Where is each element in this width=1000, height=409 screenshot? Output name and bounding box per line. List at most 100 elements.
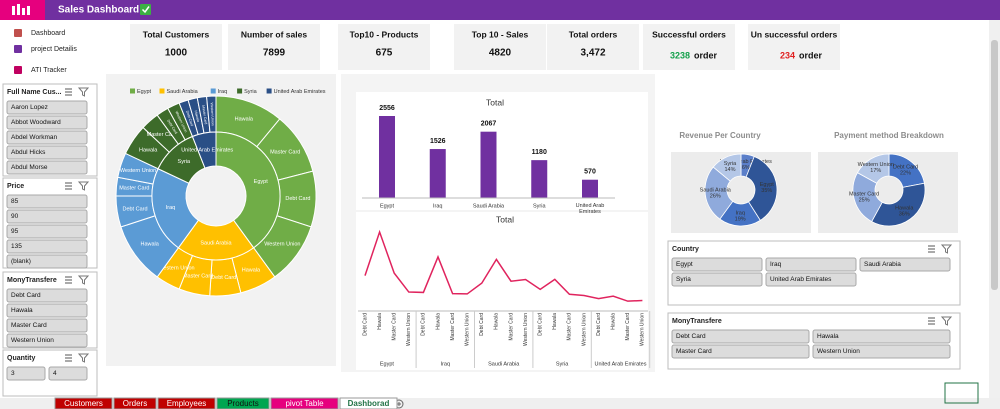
sheet-tab[interactable] [270,397,339,409]
sheet-tab-label[interactable]: Customers [64,399,103,408]
legend-label: Egypt [137,89,152,95]
clear-filter-icon[interactable] [77,87,90,97]
x-tick-label: Western Union [640,313,646,346]
clear-filter-icon[interactable] [77,181,90,191]
x-group-label: Iraq [441,361,450,367]
slicer-item-label[interactable]: Debt Card [676,333,706,340]
slicer-item[interactable] [6,288,88,303]
x-tick-label: Debt Card [596,313,602,336]
segment-label: Master Card [270,150,300,156]
sunburst-inner-segment [215,131,281,249]
slicer-item-label[interactable]: Abdel Workman [11,134,58,141]
slicer-title: MonyTransfere [7,277,57,284]
x-tick-label: Hawala [494,313,500,330]
sheet-tab-label[interactable]: Products [227,399,259,408]
slicer-item-label[interactable]: Abdul Morse [11,164,48,171]
slicer-item-label[interactable]: Egypt [676,261,693,268]
slicer-item[interactable] [6,366,46,381]
sheet-tab[interactable] [54,397,113,409]
slicer-item-label[interactable]: Master Card [11,322,47,329]
slicer-item-label[interactable]: 135 [11,243,22,250]
slicer-item-label[interactable]: 4 [53,370,57,377]
slicer-item-label[interactable]: 3 [11,370,15,377]
scroll-thumb[interactable] [991,40,998,290]
slicer-item[interactable] [6,239,88,254]
sheet-tab-label[interactable]: pivot Table [285,399,324,408]
slicer-item-label[interactable]: Abdul Hicks [11,149,46,156]
slicer-item-label[interactable]: Aaron Lopez [11,104,48,111]
slicer-item[interactable] [765,272,857,287]
bar-value-label: 1526 [430,138,446,145]
multi-select-icon[interactable] [65,276,72,284]
slicer-item-label[interactable]: 90 [11,213,19,220]
slicer-item[interactable] [6,160,88,175]
clear-filter-icon[interactable] [940,244,953,254]
nav-link[interactable]: project Detailis [31,46,77,53]
slicer-item[interactable] [6,209,88,224]
slicer-item[interactable] [6,333,88,348]
slicer-item-label[interactable]: Syria [676,276,691,283]
multi-select-icon[interactable] [65,88,72,96]
slicer-item-label[interactable]: Abbot Woodward [11,119,61,126]
sheet-tab-label[interactable]: Dashborad [348,399,390,408]
slicer-item[interactable] [812,329,951,344]
donut-label: United Arab Emirates [720,159,772,165]
multi-select-icon[interactable] [928,317,935,325]
x-tick-label: Hawala [377,313,383,330]
multi-select-icon[interactable] [65,354,72,362]
sheet-tab[interactable] [157,397,216,409]
slicer-item-label[interactable]: Iraq [770,261,782,268]
multi-select-icon[interactable] [928,245,935,253]
slicer-item[interactable] [6,115,88,130]
slicer-item[interactable] [859,257,951,272]
slicer-item-label[interactable]: United Arab Emirates [770,276,832,283]
slicer-item-label[interactable]: Hawala [11,307,33,314]
slicer-item-label[interactable]: Saudi Arabia [864,261,901,268]
multi-select-icon[interactable] [65,182,72,190]
slicer-item[interactable] [6,145,88,160]
sheet-tab-label[interactable]: Employees [167,399,207,408]
slicer-item[interactable] [671,257,763,272]
kpi-card [130,24,222,70]
kpi-label: Number of sales [241,29,307,39]
slicer-item[interactable] [48,366,88,381]
header-title: Sales Dashboard [58,5,139,16]
segment-label: Iraq [166,205,175,211]
x-tick-label: Western Union [523,313,529,346]
slicer-item-label[interactable]: Western Union [11,337,54,344]
slicer-item[interactable] [765,257,857,272]
kpi-card [454,24,546,70]
sheet-tab[interactable] [216,397,270,409]
nav-link[interactable]: Dashboard [31,30,65,37]
slicer-item[interactable] [671,344,810,359]
slicer-item-label[interactable]: Western Union [817,348,860,355]
slicer-item[interactable] [6,303,88,318]
slicer-item[interactable] [671,329,810,344]
clear-filter-icon[interactable] [940,316,953,326]
sheet-tab[interactable] [113,397,157,409]
clear-filter-icon[interactable] [77,275,90,285]
slicer-item[interactable] [812,344,951,359]
nav-link[interactable]: ATI Tracker [31,67,67,74]
sheet-tab-label[interactable]: Orders [123,399,147,408]
slicer-item[interactable] [6,100,88,115]
slicer-item-label[interactable]: Master Card [676,348,712,355]
slicer-item-label[interactable]: Hawala [817,333,839,340]
slicer-item[interactable] [6,130,88,145]
slicer-item-label[interactable]: 85 [11,198,19,205]
slicer-item-label[interactable]: (blank) [11,258,31,265]
slicer-item-label[interactable]: Debt Card [11,292,41,299]
clear-filter-icon[interactable] [77,353,90,363]
nav-icon [14,29,22,37]
slicer-item[interactable] [6,194,88,209]
slicer-item[interactable] [6,254,88,269]
chart-title: Payment method Breakdown [834,131,944,140]
kpi-value: 3,472 [580,48,605,59]
slicer-item-label[interactable]: 95 [11,228,19,235]
slicer-item[interactable] [671,272,763,287]
sheet-tab[interactable] [339,397,398,409]
donut-value-label: 17% [870,168,881,174]
check-box[interactable] [140,4,151,15]
slicer-item[interactable] [6,318,88,333]
slicer-item[interactable] [6,224,88,239]
